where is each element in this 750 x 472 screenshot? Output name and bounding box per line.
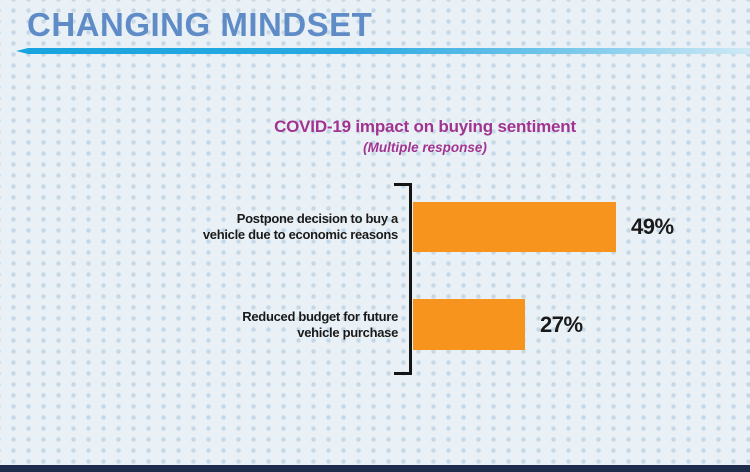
- category-label-line: vehicle purchase: [297, 324, 398, 340]
- page-title: CHANGING MINDSET: [27, 6, 373, 43]
- bar-row-reduced-budget: 27%: [413, 299, 583, 350]
- chart-subtitle: (Multiple response): [363, 140, 487, 155]
- category-label-reduced-budget: Reduced budget for future vehicle purcha…: [180, 299, 398, 350]
- title-underline-accent: [16, 48, 750, 54]
- category-label-line: Reduced budget for future: [242, 308, 398, 324]
- bar-reduced-budget: [413, 299, 525, 350]
- category-label-line: Postpone decision to buy a: [236, 211, 399, 226]
- bar-row-postpone-decision: 49%: [413, 202, 674, 252]
- axis-bracket-line: [409, 183, 412, 375]
- bar-value-label: 49%: [631, 214, 674, 239]
- chart-title: COVID-19 impact on buying sentiment: [274, 117, 576, 136]
- category-label-line: vehicle due to economic reasons: [202, 227, 398, 242]
- bar-value-label: 27%: [540, 311, 583, 337]
- axis-bracket-top-tick: [394, 183, 412, 186]
- axis-bracket-bottom-tick: [394, 372, 412, 375]
- bar-postpone-decision: [413, 202, 616, 252]
- category-label-postpone-decision: Postpone decision to buy a vehicle due t…: [180, 202, 398, 252]
- footer-bar: [0, 465, 750, 472]
